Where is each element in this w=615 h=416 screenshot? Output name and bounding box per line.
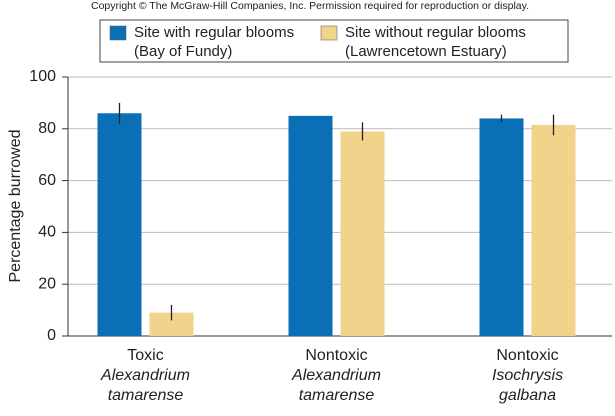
x-tick-label: Alexandrium (291, 367, 381, 384)
x-tick-label: Toxic (127, 347, 163, 364)
y-axis-label: Percentage burrowed (7, 130, 24, 283)
bar (479, 118, 524, 336)
bar (340, 131, 385, 336)
y-tick-label: 0 (47, 327, 56, 344)
y-tick-label: 40 (38, 224, 56, 241)
legend-label: Site with regular blooms (134, 24, 294, 41)
x-tick-label: tamarense (299, 387, 375, 404)
bar (531, 124, 576, 336)
x-tick-label: Nontoxic (305, 347, 367, 364)
legend-label: Site without regular blooms (345, 24, 526, 41)
bar (288, 115, 333, 336)
y-tick-label: 20 (38, 275, 56, 292)
bar (97, 113, 142, 336)
legend-label: (Bay of Fundy) (134, 43, 232, 60)
x-tick-label: Nontoxic (496, 347, 558, 364)
legend-label: (Lawrencetown Estuary) (345, 43, 507, 60)
y-tick-label: 60 (38, 172, 56, 189)
x-tick-label: galbana (499, 387, 556, 404)
legend-swatch (320, 25, 338, 41)
copyright: Copyright © The McGraw-Hill Companies, I… (91, 0, 529, 12)
bar (149, 312, 194, 336)
x-tick-label: tamarense (108, 387, 184, 404)
legend-swatch (109, 25, 127, 41)
y-tick-label: 80 (38, 120, 56, 137)
x-tick-label: Alexandrium (100, 367, 190, 384)
y-tick-label: 100 (29, 68, 56, 85)
x-tick-label: Isochrysis (492, 367, 563, 384)
